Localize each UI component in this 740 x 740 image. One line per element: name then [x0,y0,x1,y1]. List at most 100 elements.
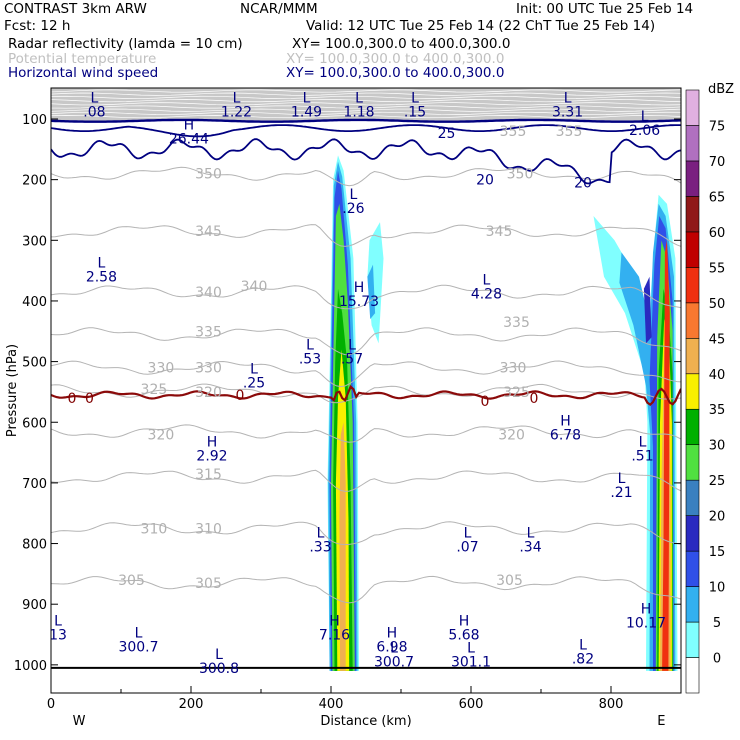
y-tick-label: 900 [22,598,47,613]
extremum-value: .82 [572,652,594,668]
colorbar-swatch [685,373,700,410]
extremum-marker: L [215,647,223,663]
y-tick-label: 100 [22,113,47,128]
extremum-value: .34 [519,539,541,555]
extremum-value: .07 [456,539,478,555]
upper-theta-contour [51,105,681,109]
colorbar-swatch [685,408,700,446]
colorbar-swatch [685,337,700,375]
extremum-value: 1.22 [221,105,252,121]
x-tick-label: 400 [319,697,344,712]
contour-label: 340 [195,285,222,301]
wind-label: 20 [574,176,592,192]
colorbar-level-label: 60 [709,226,726,241]
colorbar-swatch [685,125,700,162]
extremum-value: 1.49 [291,105,322,121]
extremum-marker: L [135,626,143,642]
colorbar-level-label: 70 [709,155,726,170]
contour-label: 0 [85,391,94,407]
extremum-marker: H [184,117,195,133]
extremum-value: 2.06 [629,123,660,139]
contour-label: 320 [148,427,175,443]
contour-label: 315 [195,467,222,483]
contour-label: 305 [118,573,145,589]
colorbar-level-label: 5 [713,616,721,631]
extremum-marker: H [560,413,571,429]
extremum-value: 6.78 [550,427,581,443]
colorbar-swatch [685,621,700,658]
colorbar-level-label: 15 [709,545,726,560]
extremum-marker: H [641,601,652,617]
theta-contour-340 [51,284,681,310]
colorbar-level-label: 65 [709,190,726,205]
x-tick-label: 800 [599,697,624,712]
extremum-value: 4.28 [471,287,502,303]
y-tick-label: 700 [22,477,47,492]
wind-label: 20 [476,173,494,189]
contour-label: 310 [195,521,222,537]
valid-time: Valid: 12 UTC Tue 25 Feb 14 (22 ChT Tue … [306,18,656,34]
contour-label: 310 [141,521,168,537]
colorbar-swatch [685,160,700,197]
forecast-hour: Fcst: 12 h [4,18,71,34]
extremum-marker: L [482,273,490,289]
west-label: W [73,714,86,729]
extremum-marker: L [464,525,472,541]
extremum-marker: L [411,91,419,107]
contour-label: 340 [241,279,268,295]
extremum-value: 3.31 [552,105,583,121]
contour-label: 335 [195,324,222,340]
plot-frame [50,87,682,694]
refl-tower2-55dbz [662,240,670,671]
colorbar-level-label: 50 [709,297,726,312]
extremum-marker: L [349,187,357,203]
contour-label: 345 [195,224,222,240]
wind-label: 25 [438,126,456,142]
colorbar-swatch [685,515,700,552]
extremum-value: 300.7 [118,640,158,656]
east-label: E [657,714,665,729]
extremum-value: 7.16 [319,627,350,643]
upper-theta-contour [51,108,681,112]
y-tick-label: 200 [22,174,47,189]
extremum-marker: L [579,638,587,654]
upper-theta-contour [51,92,681,96]
theta-contour-320 [51,424,681,443]
extremum-value: 10.17 [626,615,666,631]
colorbar-swatch [685,231,700,268]
contour-label: 0 [68,391,77,407]
extremum-value: 300.8 [199,661,239,677]
field-1-name: Radar reflectivity (lamda = 10 cm) [8,36,243,52]
y-tick-label: 600 [22,416,47,431]
org-label: NCAR/MMM [240,1,318,17]
init-time: Init: 00 UTC Tue 25 Feb 14 [516,1,694,17]
extremum-marker: L [641,109,649,125]
upper-theta-contour [51,99,681,103]
contour-label: 0 [530,391,539,407]
contour-label: 325 [503,385,530,401]
contour-label: 330 [500,361,527,377]
colorbar-level-label: 20 [709,510,726,525]
colorbar-level-label: 30 [709,439,726,454]
extremum-value: .57 [341,351,363,367]
contour-label: 305 [195,576,222,592]
extremum-value: 26.44 [169,131,209,147]
freezing-contour-0 [51,384,681,407]
contour-label: 0 [236,388,245,404]
extremum-value: .26 [342,201,364,217]
model-title: CONTRAST 3km ARW [4,1,147,17]
wind-contour-30 [51,118,681,123]
colorbar-level-label: 45 [709,332,726,347]
extremum-marker: H [459,613,470,629]
extremum-marker: L [527,525,535,541]
y-axis-label: Pressure (hPa) [5,344,20,437]
extremum-marker: L [639,435,647,451]
x-tick-label: 200 [179,697,204,712]
field-2-xy: XY= 100.0,300.0 to 400.0,300.0 [286,51,505,67]
extremum-value: .08 [83,105,105,121]
x-tick-label: 0 [47,697,55,712]
extremum-value: 15.73 [339,294,379,310]
colorbar-swatch [685,302,700,339]
extremum-value: 13 [49,627,67,643]
